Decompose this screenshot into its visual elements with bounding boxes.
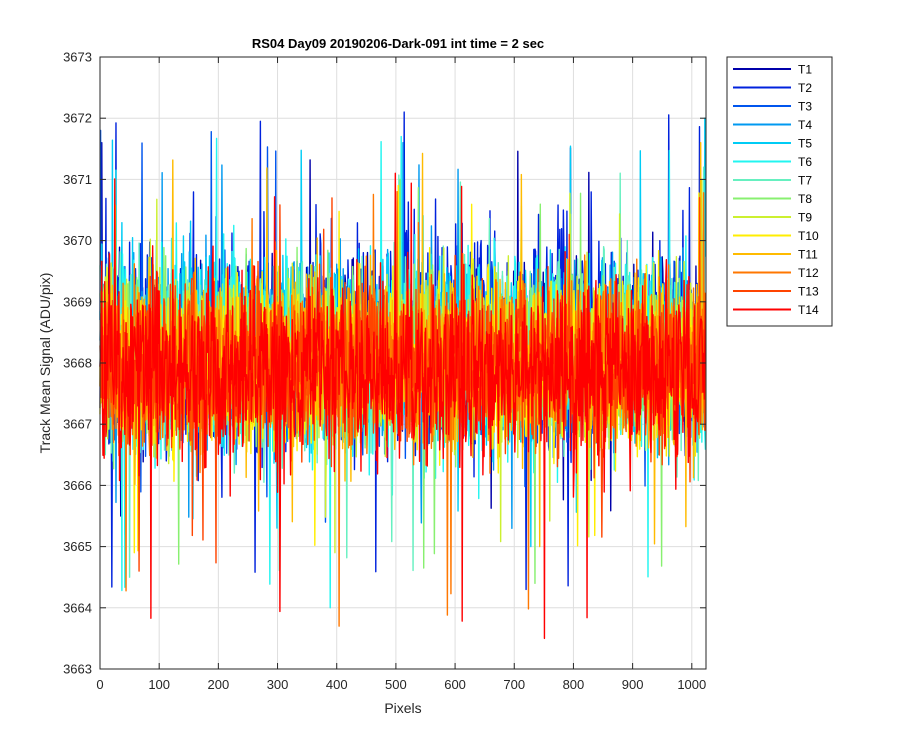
x-tick-label: 800 — [563, 677, 585, 692]
legend-label: T1 — [798, 63, 812, 77]
legend-label: T2 — [798, 81, 812, 95]
x-tick-label: 600 — [444, 677, 466, 692]
chart-title: RS04 Day09 20190206-Dark-091 int time = … — [252, 36, 544, 51]
axis-ticks: 0 100 200 300 400 500 600 700 800 900 1000 3663 3664… — [63, 50, 706, 693]
y-tick-label: 3673 — [63, 50, 92, 65]
legend-item: T2 — [733, 81, 812, 95]
y-tick-label: 3672 — [63, 111, 92, 126]
legend-item: T13 — [733, 285, 819, 299]
legend-item: T8 — [733, 192, 812, 206]
legend-label: T7 — [798, 174, 812, 188]
legend-label: T14 — [798, 303, 819, 317]
x-tick-label: 900 — [622, 677, 644, 692]
legend-item: T5 — [733, 137, 812, 151]
legend-item: T3 — [733, 100, 812, 114]
legend-label: T8 — [798, 192, 812, 206]
y-tick-label: 3665 — [63, 539, 92, 554]
legend-label: T3 — [798, 100, 812, 114]
x-axis-title: Pixels — [384, 700, 421, 716]
legend-label: T9 — [798, 211, 812, 225]
x-tick-label: 0 — [96, 677, 103, 692]
legend-item: T1 — [733, 63, 812, 77]
y-tick-label: 3667 — [63, 417, 92, 432]
y-tick-label: 3666 — [63, 478, 92, 493]
series-line-t14 — [99, 172, 707, 640]
y-tick-label: 3671 — [63, 172, 92, 187]
legend-label: T6 — [798, 155, 812, 169]
x-tick-label: 300 — [267, 677, 289, 692]
x-tick-label: 700 — [503, 677, 525, 692]
legend-item: T11 — [733, 248, 818, 262]
legend-label: T10 — [798, 229, 819, 243]
legend: T1 T2 T3 T4 T5 T6 T7 T8 T9 T10 T11 T12 T13 T14 — [726, 56, 833, 327]
y-axis-title: Track Mean Signal (ADU/pix) — [37, 273, 53, 454]
legend-item: T10 — [733, 229, 819, 243]
legend-label: T13 — [798, 285, 819, 299]
legend-item: T4 — [733, 118, 812, 132]
legend-label: T5 — [798, 137, 812, 151]
legend-item: T14 — [733, 303, 819, 317]
x-tick-label: 200 — [208, 677, 230, 692]
x-tick-label: 400 — [326, 677, 348, 692]
plot-area — [99, 111, 707, 640]
legend-label: T4 — [798, 118, 812, 132]
legend-item: T9 — [733, 211, 812, 225]
x-tick-label: 1000 — [677, 677, 706, 692]
legend-item: T12 — [733, 266, 819, 280]
x-tick-label: 100 — [148, 677, 170, 692]
legend-item: T6 — [733, 155, 812, 169]
legend-label: T11 — [798, 248, 818, 262]
y-tick-label: 3668 — [63, 356, 92, 371]
legend-label: T12 — [798, 266, 819, 280]
legend-item: T7 — [733, 174, 812, 188]
x-tick-label: 500 — [385, 677, 407, 692]
legend-box — [726, 56, 833, 327]
y-tick-label: 3664 — [63, 600, 92, 615]
y-tick-label: 3663 — [63, 662, 92, 677]
y-tick-label: 3670 — [63, 233, 92, 248]
y-tick-label: 3669 — [63, 294, 92, 309]
